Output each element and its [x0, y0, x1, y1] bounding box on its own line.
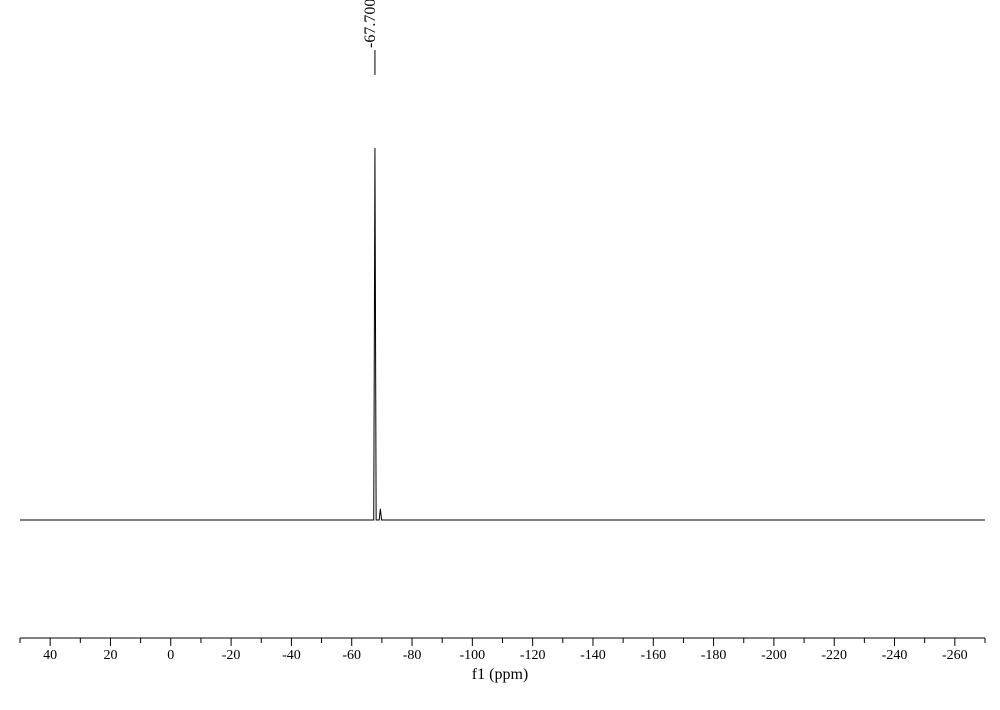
x-tick-label: -80 [403, 648, 422, 664]
spectrum-canvas [0, 0, 1000, 710]
x-tick-label: -120 [520, 648, 546, 664]
x-tick-label: -20 [222, 648, 241, 664]
x-axis-title: f1 (ppm) [0, 666, 1000, 684]
x-tick-label: -220 [821, 648, 847, 664]
nmr-spectrum-chart: 40 20 0 -20 -40 -60 -80 -100 -120 -140 -160 -180 -20… [0, 0, 1000, 710]
x-tick-label: -160 [640, 648, 666, 664]
x-tick-label: -60 [342, 648, 361, 664]
x-tick-label: 0 [167, 648, 174, 664]
x-tick-label: -40 [282, 648, 301, 664]
x-tick-label: -240 [882, 648, 908, 664]
x-tick-label: -180 [701, 648, 727, 664]
x-tick-label: 40 [43, 648, 57, 664]
peak-label: -67.700 [362, 0, 380, 48]
x-tick-label: -100 [460, 648, 486, 664]
x-tick-label: 20 [103, 648, 117, 664]
x-tick-label: -200 [761, 648, 787, 664]
x-tick-label: -140 [580, 648, 606, 664]
x-tick-label: -260 [942, 648, 968, 664]
